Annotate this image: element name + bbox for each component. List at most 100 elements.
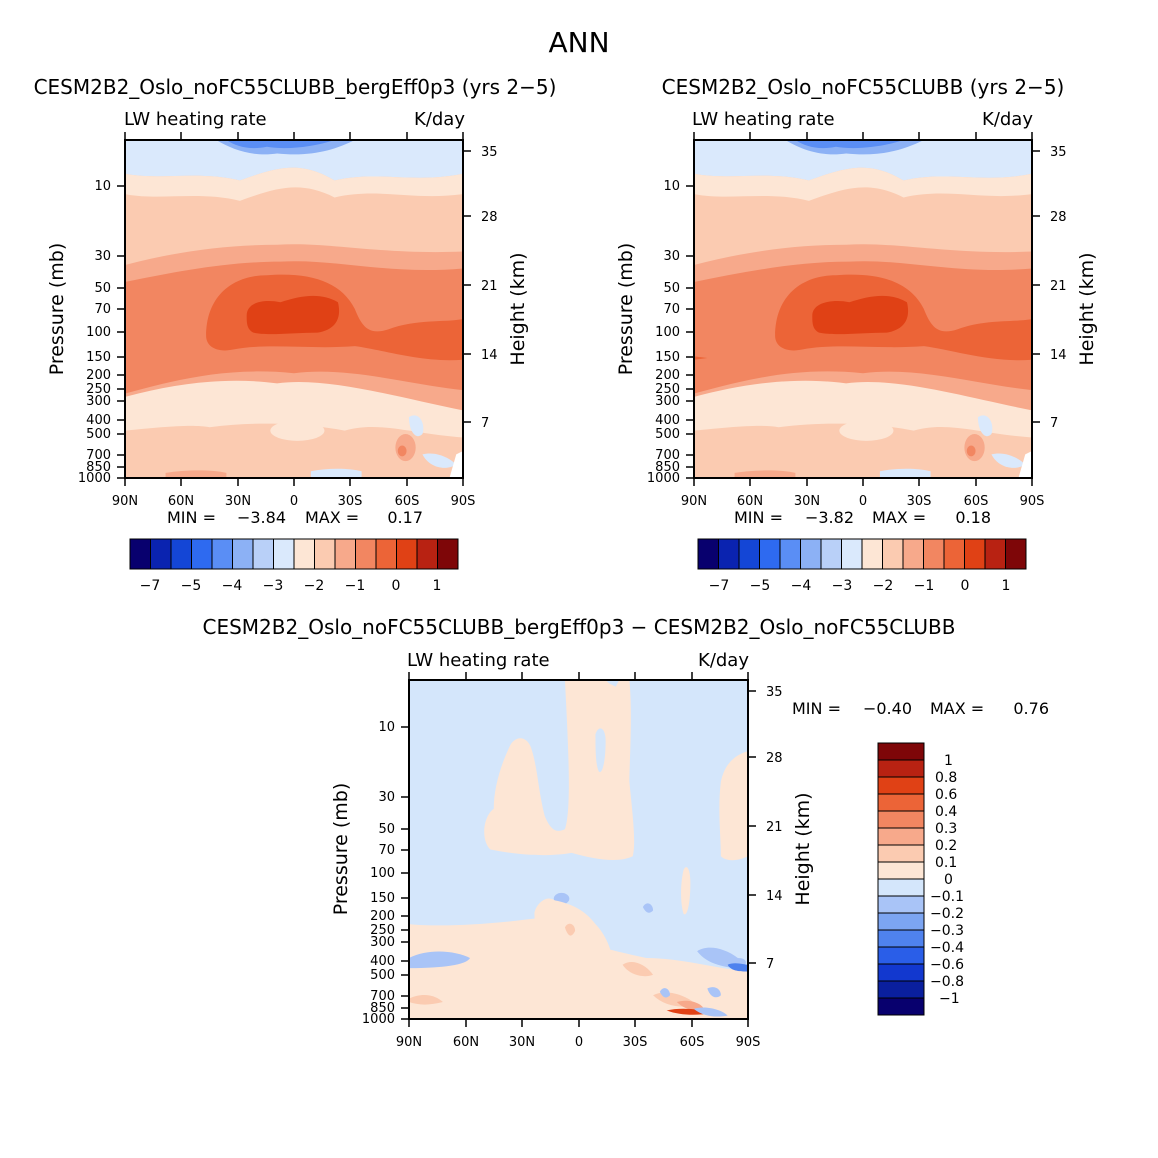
height-tick-label: 21 — [766, 820, 783, 835]
panel-3-contour-field — [409, 680, 748, 1019]
panel-difference: CESM2B2_Oslo_noFC55CLUBB_bergEff0p3 − CE… — [203, 615, 1050, 1050]
panel-2-height-axis-label: Height (km) — [1076, 252, 1098, 365]
panel-2-x-tick-marks — [693, 132, 1033, 486]
y-tick-label: 300 — [370, 935, 395, 950]
colorbar-swatch — [759, 538, 781, 570]
y-tick-label: 200 — [370, 909, 395, 924]
y-tick-label: 400 — [655, 413, 680, 428]
colorbar-label: −2 — [304, 578, 325, 594]
colorbar-label: −5 — [181, 578, 202, 594]
x-tick-label: 0 — [290, 494, 298, 509]
y-tick-label: 1000 — [647, 471, 680, 486]
colorbar-swatch — [697, 538, 719, 570]
y-tick-label: 250 — [370, 923, 395, 938]
colorbar-label: −0.4 — [930, 940, 964, 956]
colorbar-swatch — [861, 538, 883, 570]
colorbar-label: 0 — [392, 578, 401, 594]
x-tick-label: 30N — [225, 494, 251, 509]
colorbar-label: 1 — [433, 578, 442, 594]
height-tick-label: 28 — [766, 751, 783, 766]
y-tick-label: 300 — [86, 394, 111, 409]
colorbar-swatch — [882, 538, 904, 570]
panel-2-x-tick-labels: 90N 60N 30N 0 30S 60S 90S — [681, 494, 1045, 509]
min-value: −3.82 — [805, 508, 854, 527]
panel-2-title: CESM2B2_Oslo_noFC55CLUBB (yrs 2−5) — [662, 75, 1065, 99]
colorbar-label: −0.2 — [930, 906, 964, 922]
panel-3-y-axis-label: Pressure (mb) — [330, 783, 352, 916]
panel-2-colorbar — [697, 538, 1027, 570]
x-tick-label: 90N — [396, 1035, 422, 1050]
panel-2-units: K/day — [982, 109, 1033, 130]
x-tick-label: 30S — [338, 494, 363, 509]
panel-3-y-tick-labels: 10 30 50 70 100 150 200 250 300 400 500 … — [362, 720, 395, 1027]
max-label: MAX = — [305, 508, 359, 527]
colorbar-swatch — [150, 538, 172, 570]
panel-1-units: K/day — [414, 109, 465, 130]
max-value: 0.18 — [955, 508, 991, 527]
colorbar-swatch — [841, 538, 863, 570]
x-tick-label: 90N — [681, 494, 707, 509]
panel-3-units: K/day — [698, 650, 749, 671]
height-tick-label: 14 — [481, 348, 498, 363]
colorbar-swatch — [877, 878, 925, 897]
y-tick-label: 30 — [663, 249, 680, 264]
panel-1-y-tick-labels: 10 30 50 70 100 150 200 250 300 400 500 … — [78, 179, 111, 486]
colorbar-swatch — [877, 827, 925, 846]
y-tick-label: 10 — [378, 720, 395, 735]
y-tick-label: 100 — [370, 866, 395, 881]
height-tick-label: 28 — [1050, 210, 1067, 225]
panel-1-stats: MIN = −3.84 MAX = 0.17 — [167, 508, 423, 527]
colorbar-swatch — [902, 538, 924, 570]
height-tick-label: 7 — [481, 416, 489, 431]
colorbar-swatch — [293, 538, 315, 570]
colorbar-swatch — [314, 538, 336, 570]
y-tick-label: 400 — [86, 413, 111, 428]
panel-3-stats: MIN = −0.40 MAX = 0.76 — [792, 699, 1049, 718]
panel-1-title: CESM2B2_Oslo_noFC55CLUBB_bergEff0p3 (yrs… — [34, 75, 557, 99]
y-tick-label: 500 — [86, 427, 111, 442]
panel-3-x-tick-labels: 90N 60N 30N 0 30S 60S 90S — [396, 1035, 761, 1050]
y-tick-label: 200 — [655, 368, 680, 383]
colorbar-swatch — [877, 844, 925, 863]
max-value: 0.17 — [387, 508, 423, 527]
y-tick-label: 50 — [663, 281, 680, 296]
figure-title: ANN — [548, 26, 609, 59]
x-tick-label: 90S — [736, 1035, 761, 1050]
panel-2-y-axis-label: Pressure (mb) — [615, 243, 637, 376]
y-tick-label: 1000 — [362, 1012, 395, 1027]
colorbar-swatch — [800, 538, 822, 570]
colorbar-label: 0.4 — [935, 804, 957, 820]
colorbar-swatch — [877, 963, 925, 982]
panel-1-contour-field — [125, 140, 463, 478]
panel-3-x-tick-marks — [408, 672, 749, 1027]
x-tick-label: 60N — [737, 494, 763, 509]
colorbar-label: −0.8 — [930, 974, 964, 990]
min-label: MIN = — [734, 508, 783, 527]
panel-3-y-tick-marks — [401, 690, 756, 1020]
x-tick-label: 30N — [794, 494, 820, 509]
x-tick-label: 90S — [451, 494, 476, 509]
colorbar-swatch — [877, 980, 925, 999]
colorbar-swatch — [964, 538, 986, 570]
max-label: MAX = — [930, 699, 984, 718]
colorbar-label: 0 — [944, 872, 953, 888]
x-tick-label: 60N — [168, 494, 194, 509]
height-tick-label: 7 — [766, 957, 774, 972]
panel-1-x-tick-labels: 90N 60N 30N 0 30S 60S 90S — [112, 494, 476, 509]
colorbar-swatch — [129, 538, 151, 570]
max-label: MAX = — [872, 508, 926, 527]
panel-1-colorbar — [129, 538, 459, 570]
colorbar-swatch — [877, 776, 925, 795]
colorbar-swatch — [211, 538, 233, 570]
colorbar-label: 0 — [961, 578, 970, 594]
y-tick-label: 150 — [370, 891, 395, 906]
panel-2-y-tick-marks — [686, 150, 1040, 479]
colorbar-swatch — [170, 538, 192, 570]
colorbar-swatch — [718, 538, 740, 570]
height-tick-label: 35 — [481, 145, 498, 160]
min-label: MIN = — [792, 699, 841, 718]
colorbar-swatch — [943, 538, 965, 570]
colorbar-label: 0.8 — [935, 770, 957, 786]
colorbar-label: −3 — [263, 578, 284, 594]
y-tick-label: 70 — [94, 302, 111, 317]
